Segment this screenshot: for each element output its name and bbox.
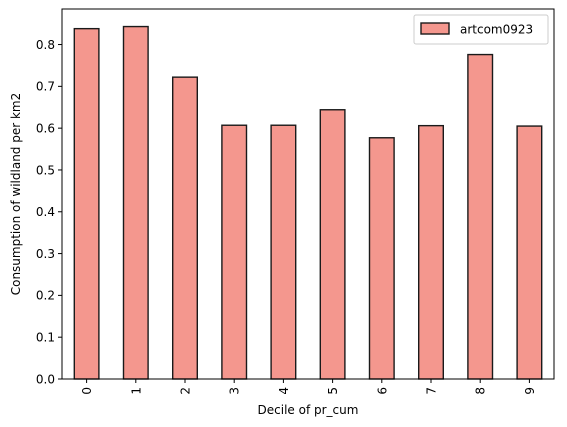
- y-tick-label: 0.0: [36, 372, 55, 386]
- x-tick-label-3: 3: [228, 387, 242, 395]
- x-tick-label-0: 0: [80, 387, 94, 395]
- y-tick-label: 0.3: [36, 247, 55, 261]
- plot-frame: [61, 8, 555, 380]
- x-tick-label-7: 7: [425, 387, 439, 395]
- x-tick-label-6: 6: [375, 387, 389, 395]
- y-axis-label: Consumption of wildland per km2: [9, 93, 23, 296]
- y-tick-label: 0.1: [36, 330, 55, 344]
- bar-0: [73, 27, 100, 380]
- bar-9: [516, 125, 543, 380]
- bar-4: [270, 124, 297, 380]
- y-tick-label: 0.6: [36, 121, 55, 135]
- bar-3: [221, 124, 248, 380]
- legend-box: [413, 14, 549, 45]
- bar-5: [319, 109, 346, 380]
- bar-8: [467, 53, 494, 380]
- y-axis-ticks: 0.0 0.1 0.2 0.3 0.4 0.5 0.6 0.7 0.8: [36, 38, 62, 386]
- x-tick-label-9: 9: [523, 387, 537, 395]
- y-tick-label: 0.4: [36, 205, 55, 219]
- x-axis-label: Decile of pr_cum: [258, 403, 359, 417]
- x-tick-label-5: 5: [326, 387, 340, 395]
- x-axis-ticks: 0 1 2 3 4 5 6 7 8 9: [80, 379, 537, 395]
- x-tick-label-8: 8: [474, 387, 488, 395]
- legend: artcom0923: [413, 14, 549, 45]
- bar-7: [418, 124, 445, 380]
- y-tick-label: 0.2: [36, 289, 55, 303]
- y-tick-label: 0.8: [36, 38, 55, 52]
- legend-swatch: [420, 22, 450, 35]
- y-tick-label: 0.7: [36, 80, 55, 94]
- y-tick-label: 0.5: [36, 163, 55, 177]
- x-tick-label-4: 4: [277, 387, 291, 395]
- bars: [73, 25, 543, 380]
- x-tick-label-2: 2: [179, 387, 193, 395]
- legend-label-artcom0923: artcom0923: [460, 23, 533, 37]
- bar-1: [122, 25, 149, 380]
- bar-2: [171, 76, 198, 380]
- x-tick-label-1: 1: [129, 387, 143, 395]
- bar-6: [368, 137, 395, 380]
